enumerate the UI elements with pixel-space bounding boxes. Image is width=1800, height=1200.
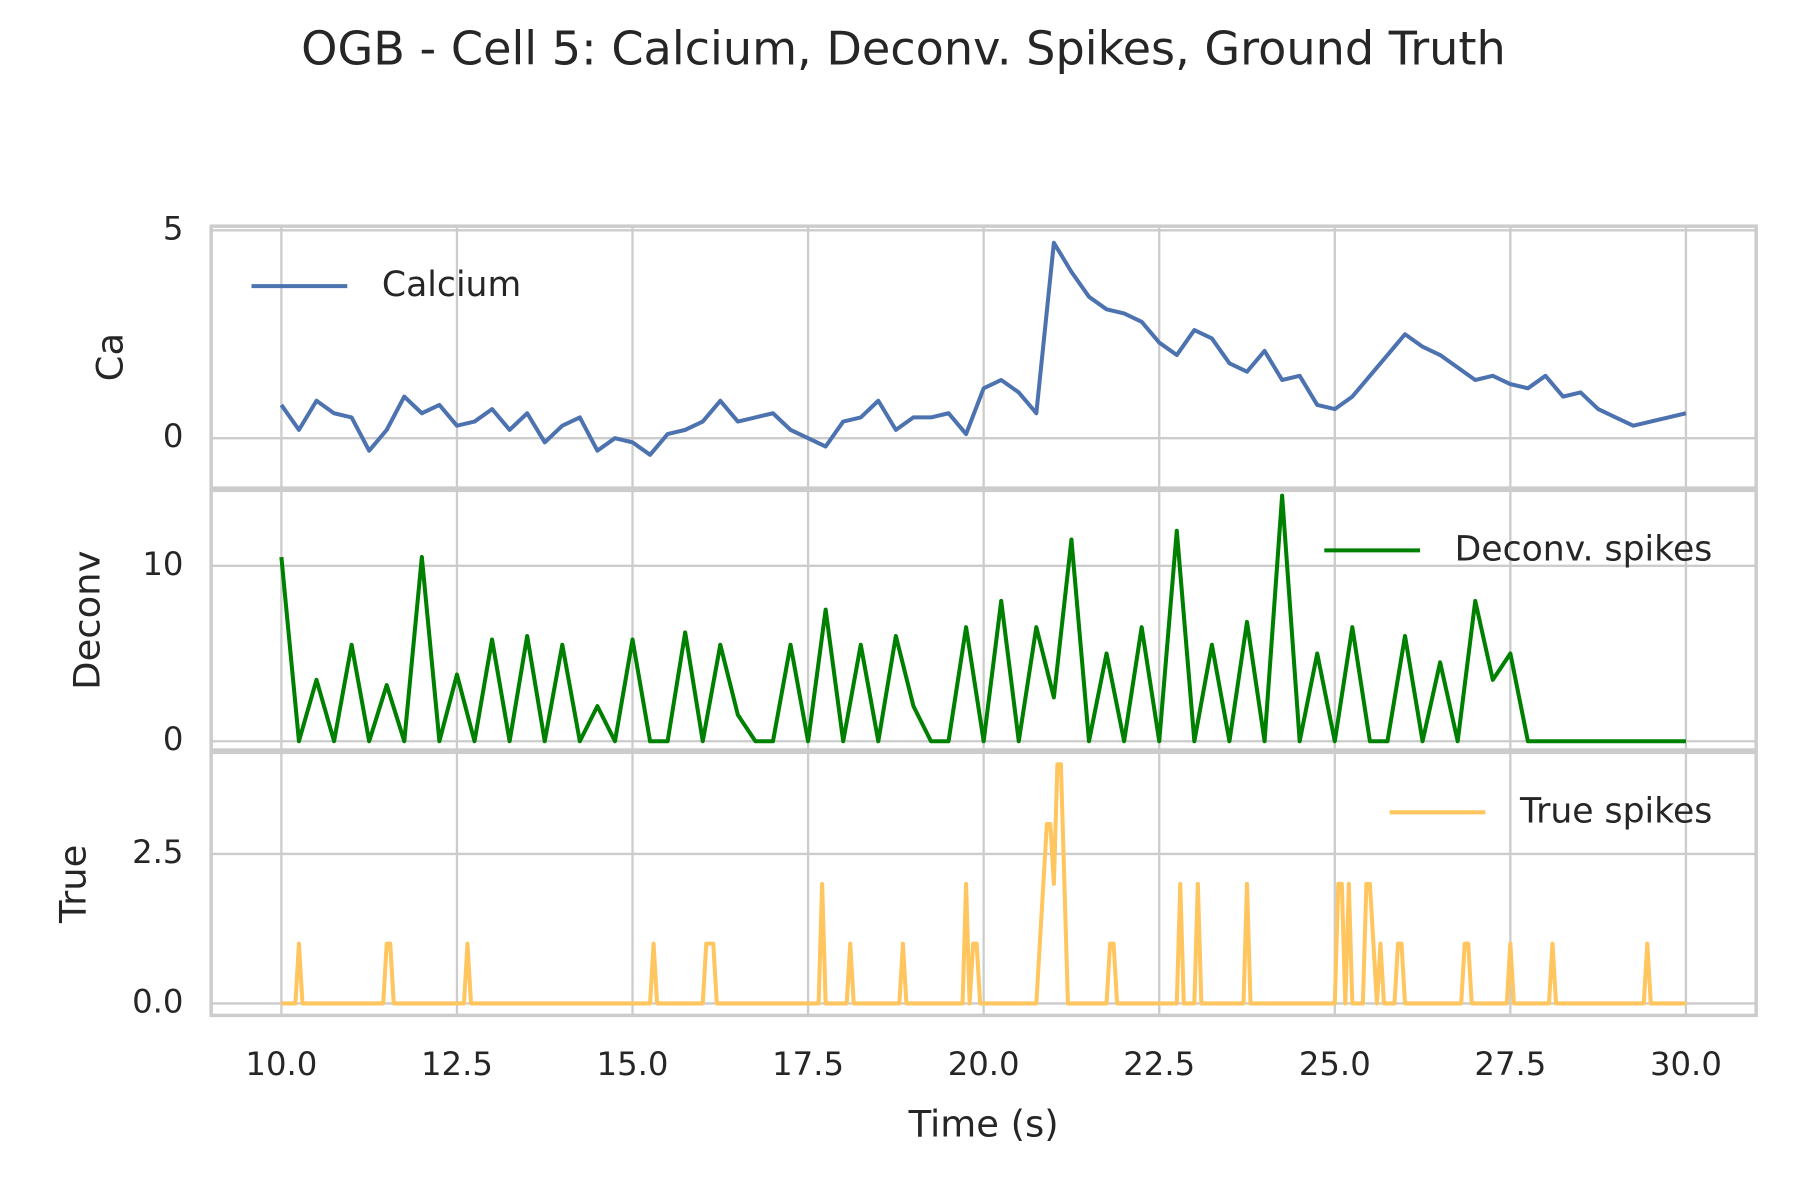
- plot-frame: [209, 224, 1758, 490]
- x-tick-label: 27.5: [1474, 1045, 1546, 1083]
- series-line: [279, 240, 1687, 457]
- y-axis-label: Deconv: [65, 551, 108, 690]
- y-tick-label: 2.5: [132, 833, 183, 871]
- x-tick-label: 10.0: [245, 1045, 317, 1083]
- panel: 0 5 Ca Calcium: [88, 209, 1758, 490]
- x-axis-label: Time (s): [908, 1103, 1059, 1146]
- x-tick-label: 22.5: [1123, 1045, 1195, 1083]
- legend-entry: Calcium: [251, 265, 521, 305]
- y-tick-label: 0.0: [132, 982, 183, 1020]
- y-tick-label: 0: [163, 720, 184, 758]
- legend-entry: Deconv. spikes: [1324, 529, 1712, 569]
- y-axis-label: True: [51, 845, 94, 924]
- y-tick-label: 10: [142, 545, 183, 583]
- legend-label: Deconv. spikes: [1455, 529, 1713, 569]
- y-tick-label: 0: [163, 417, 184, 455]
- panel: 0 10 Deconv Deconv. spikes: [65, 488, 1758, 758]
- series-line: [281, 762, 1686, 1006]
- x-tick-label: 25.0: [1299, 1045, 1371, 1083]
- legend-entry: True spikes: [1389, 791, 1712, 831]
- x-tick-label: 17.5: [772, 1045, 844, 1083]
- plot-frame: [209, 488, 1758, 752]
- legend-label: Calcium: [382, 265, 521, 305]
- legend-label: True spikes: [1519, 791, 1712, 831]
- figure-title: OGB - Cell 5: Calcium, Deconv. Spikes, G…: [301, 21, 1506, 75]
- x-tick-label: 30.0: [1650, 1045, 1722, 1083]
- x-tick-label: 15.0: [597, 1045, 669, 1083]
- series-line: [279, 493, 1686, 744]
- panel: 10.0 12.5 15.0 17.5 20.0 22.5 25.0 27.5 30.0 0.0 2…: [51, 750, 1758, 1146]
- x-tick-label: 20.0: [948, 1045, 1020, 1083]
- y-tick-label: 5: [163, 209, 184, 247]
- x-tick-label: 12.5: [421, 1045, 493, 1083]
- y-axis-label: Ca: [88, 333, 131, 381]
- plot-frame: [209, 750, 1758, 1018]
